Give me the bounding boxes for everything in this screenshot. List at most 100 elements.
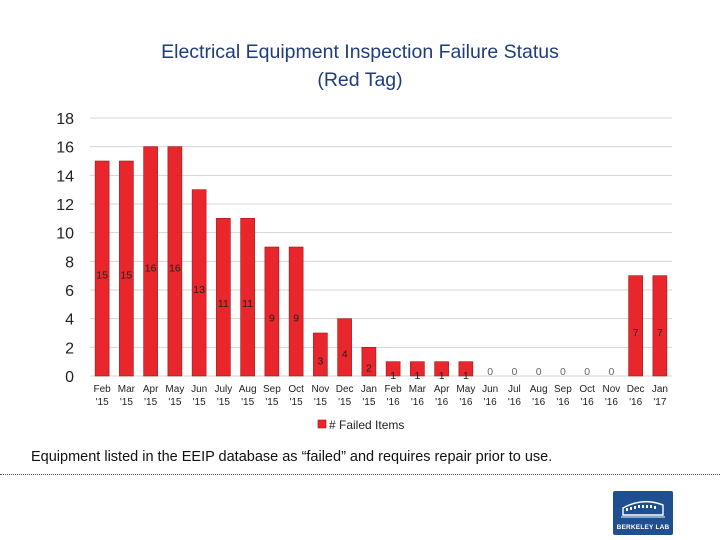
y-tick-label: 14	[56, 168, 74, 185]
bar-value-label: 11	[218, 298, 229, 310]
x-tick-label-year: '15	[144, 397, 157, 408]
x-tick-label-year: '15	[338, 397, 351, 408]
chart-title-line-1: Electrical Equipment Inspection Failure …	[161, 41, 559, 63]
bar	[410, 361, 425, 377]
x-tick-label-year: '16	[629, 397, 642, 408]
bar-chart: 02468101214161815Feb'1515Mar'1516Apr'151…	[56, 111, 672, 432]
bar-value-label: 0	[536, 366, 542, 378]
bar	[628, 275, 643, 377]
y-tick-label: 18	[56, 111, 74, 128]
legend-label: # Failed Items	[329, 418, 404, 432]
y-tick-label: 12	[56, 197, 74, 214]
x-tick-label-year: '16	[435, 397, 448, 408]
x-tick-label-year: '16	[532, 397, 545, 408]
x-tick-label-month: Oct	[288, 384, 304, 395]
berkeley-lab-logo: BERKELEY LAB	[613, 491, 673, 535]
x-tick-label-month: Dec	[336, 384, 354, 395]
bar	[434, 361, 449, 377]
x-tick-label-year: '16	[605, 397, 618, 408]
chart-title: Electrical Equipment Inspection Failure …	[0, 38, 720, 94]
legend-swatch	[317, 419, 327, 429]
x-tick-label-month: May	[165, 384, 184, 395]
bar-value-label: 9	[293, 313, 299, 325]
x-tick-label-month: Sep	[263, 384, 281, 395]
y-tick-label: 0	[65, 369, 74, 386]
x-tick-label-year: '16	[387, 397, 400, 408]
bar-value-label: 9	[269, 313, 275, 325]
y-tick-label: 16	[56, 140, 74, 157]
x-tick-label-month: Dec	[627, 384, 645, 395]
x-tick-label-year: '17	[653, 397, 666, 408]
bar	[240, 218, 255, 377]
x-tick-label-month: Mar	[409, 384, 427, 395]
berkeley-lab-logo-text: BERKELEY LAB	[616, 524, 670, 531]
bar-value-label: 0	[560, 366, 566, 378]
x-tick-label-month: Jun	[191, 384, 207, 395]
bar-value-label: 15	[96, 270, 108, 282]
x-tick-label-month: Feb	[94, 384, 112, 395]
x-tick-label-month: Apr	[143, 384, 159, 395]
bar-value-label: 1	[414, 370, 420, 382]
x-tick-label-year: '15	[265, 397, 278, 408]
bar-value-label: 13	[193, 284, 205, 296]
chart-title-line-2: (Red Tag)	[317, 69, 403, 91]
bar	[94, 160, 110, 377]
y-tick-label: 4	[65, 312, 74, 329]
x-tick-label-year: '15	[217, 397, 230, 408]
bar-value-label: 1	[439, 370, 445, 382]
chart-caption: Equipment listed in the EEIP database as…	[31, 449, 553, 465]
bar-value-label: 3	[317, 356, 323, 368]
bar	[652, 275, 668, 377]
x-tick-label-year: '15	[314, 397, 327, 408]
x-tick-label-month: Jan	[361, 384, 377, 395]
x-tick-label-year: '15	[241, 397, 254, 408]
bar-value-label: 0	[511, 366, 517, 378]
bar-value-label: 0	[608, 366, 614, 378]
x-tick-label-year: '16	[556, 397, 569, 408]
bar	[288, 246, 304, 377]
x-tick-label-month: Sep	[554, 384, 572, 395]
bar-value-label: 2	[366, 363, 372, 375]
y-tick-label: 8	[65, 254, 74, 271]
bar	[167, 146, 183, 377]
x-tick-label-month: Jul	[508, 384, 521, 395]
x-tick-label-year: '15	[168, 397, 181, 408]
x-tick-label-year: '15	[290, 397, 303, 408]
bar-value-label: 11	[242, 298, 253, 310]
x-tick-label-month: Jun	[482, 384, 498, 395]
building-icon	[621, 500, 665, 518]
x-tick-label-month: July	[214, 384, 232, 395]
bar	[216, 218, 231, 377]
bar-value-label: 7	[657, 327, 663, 339]
y-tick-label: 10	[56, 226, 74, 243]
bar-value-label: 4	[342, 348, 348, 360]
x-tick-label-month: Aug	[239, 384, 257, 395]
x-tick-label-month: Feb	[385, 384, 403, 395]
bar-value-label: 0	[584, 366, 590, 378]
bar	[119, 160, 134, 377]
bar-value-label: 16	[145, 262, 157, 274]
bar-value-label: 15	[121, 270, 133, 282]
x-tick-label-month: Nov	[602, 384, 620, 395]
x-tick-label-year: '16	[508, 397, 521, 408]
y-tick-label: 2	[65, 340, 74, 357]
footer-divider	[0, 474, 720, 475]
x-tick-label-year: '15	[96, 397, 109, 408]
x-tick-label-year: '16	[581, 397, 594, 408]
x-tick-label-month: Aug	[530, 384, 548, 395]
bar	[143, 146, 158, 377]
x-tick-label-year: '16	[459, 397, 472, 408]
bar	[337, 318, 352, 377]
bar-value-label: 0	[487, 366, 493, 378]
x-tick-label-year: '15	[193, 397, 206, 408]
bar	[361, 347, 377, 377]
x-tick-label-month: Nov	[311, 384, 329, 395]
x-tick-label-month: Oct	[579, 384, 595, 395]
bar	[458, 361, 474, 377]
bar-value-label: 1	[463, 370, 469, 382]
x-tick-label-year: '15	[120, 397, 133, 408]
bar	[264, 246, 280, 377]
x-tick-label-month: Jan	[652, 384, 668, 395]
x-tick-label-year: '16	[411, 397, 424, 408]
x-tick-label-month: Mar	[118, 384, 136, 395]
